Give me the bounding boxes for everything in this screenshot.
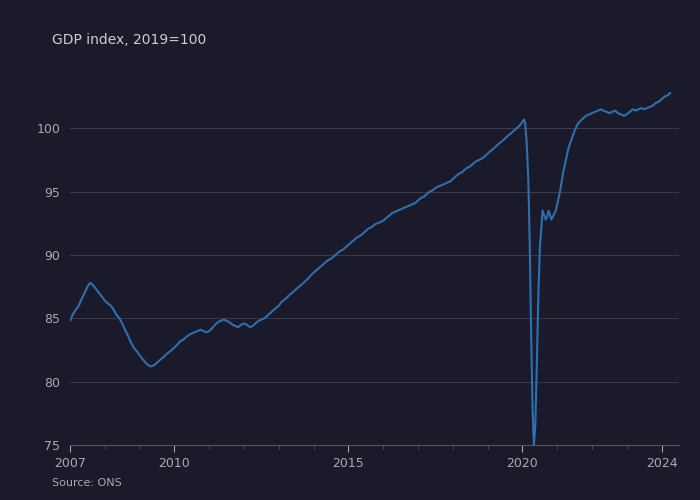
Text: GDP index, 2019=100: GDP index, 2019=100: [52, 32, 206, 46]
Text: Source: ONS: Source: ONS: [52, 478, 122, 488]
